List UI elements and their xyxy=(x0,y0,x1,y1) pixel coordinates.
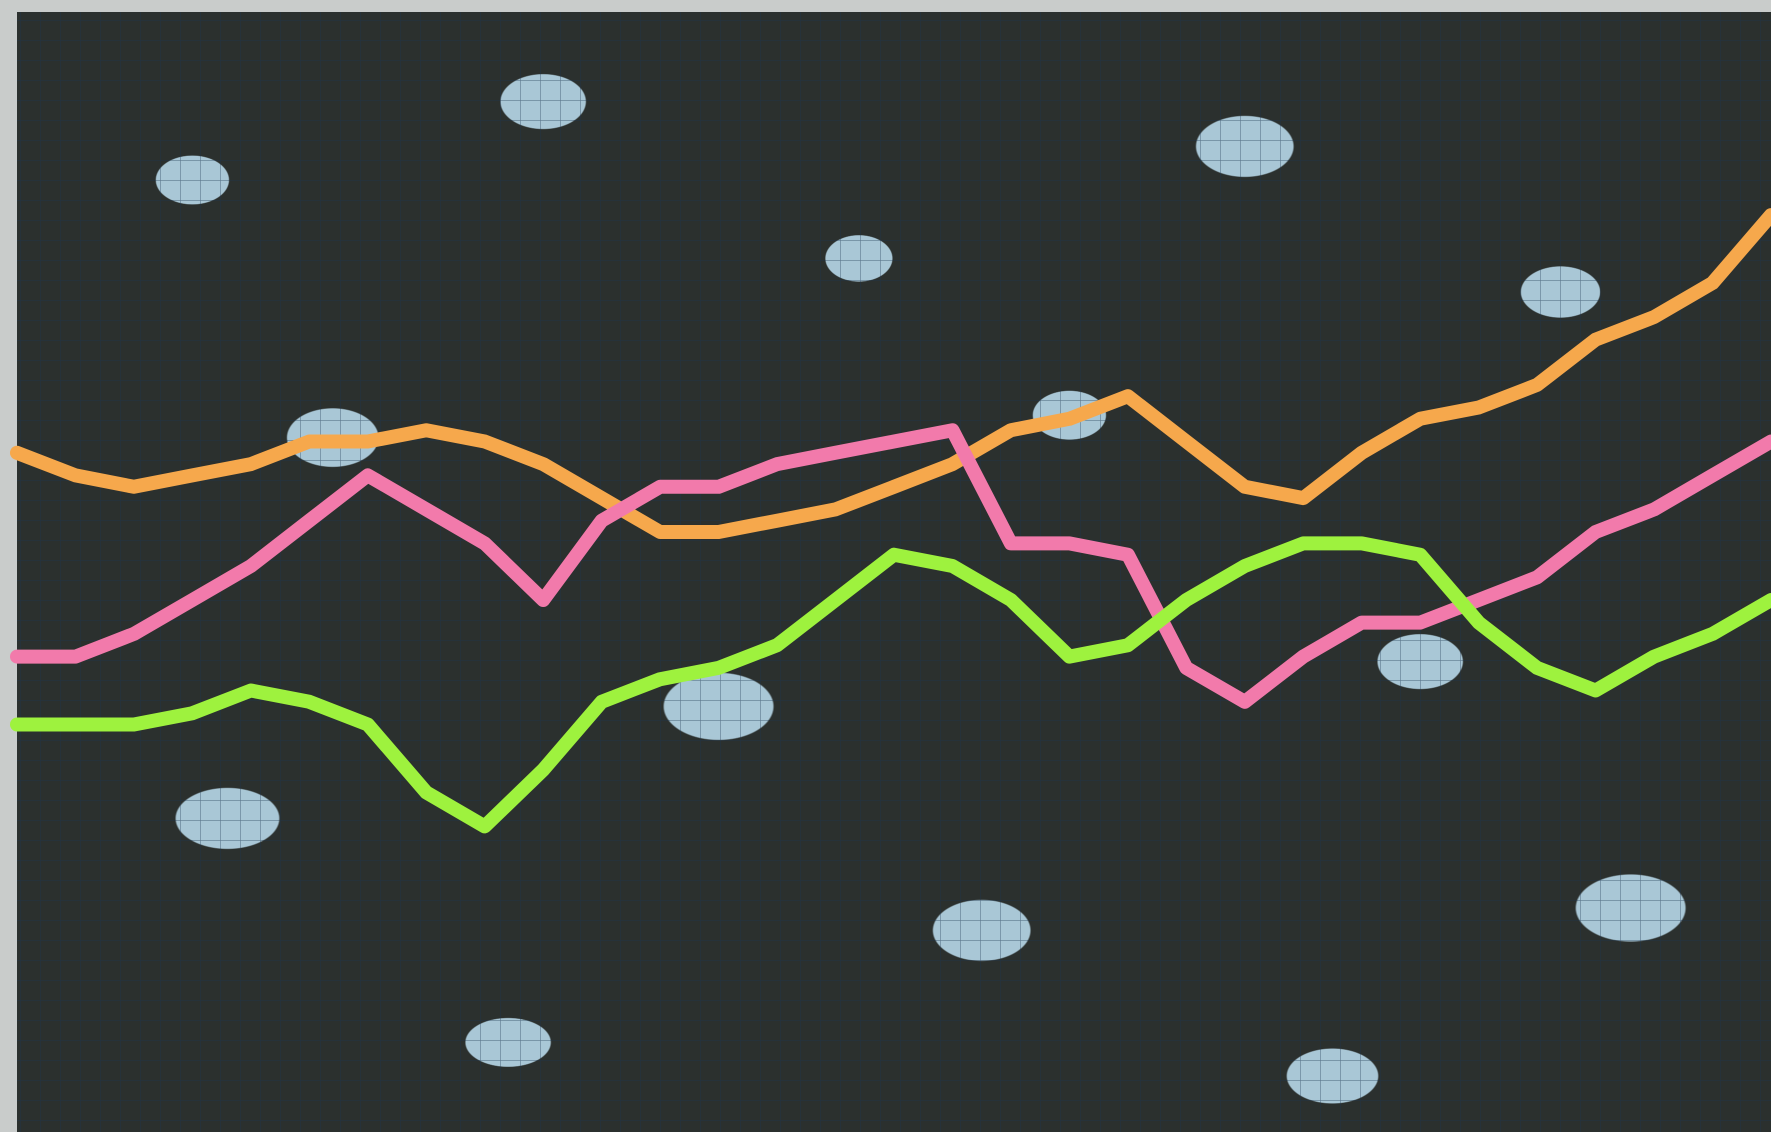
series-line xyxy=(10,208,1771,539)
series-line xyxy=(10,536,1771,834)
grid-pattern xyxy=(17,12,1771,1132)
series-line xyxy=(10,423,1771,709)
